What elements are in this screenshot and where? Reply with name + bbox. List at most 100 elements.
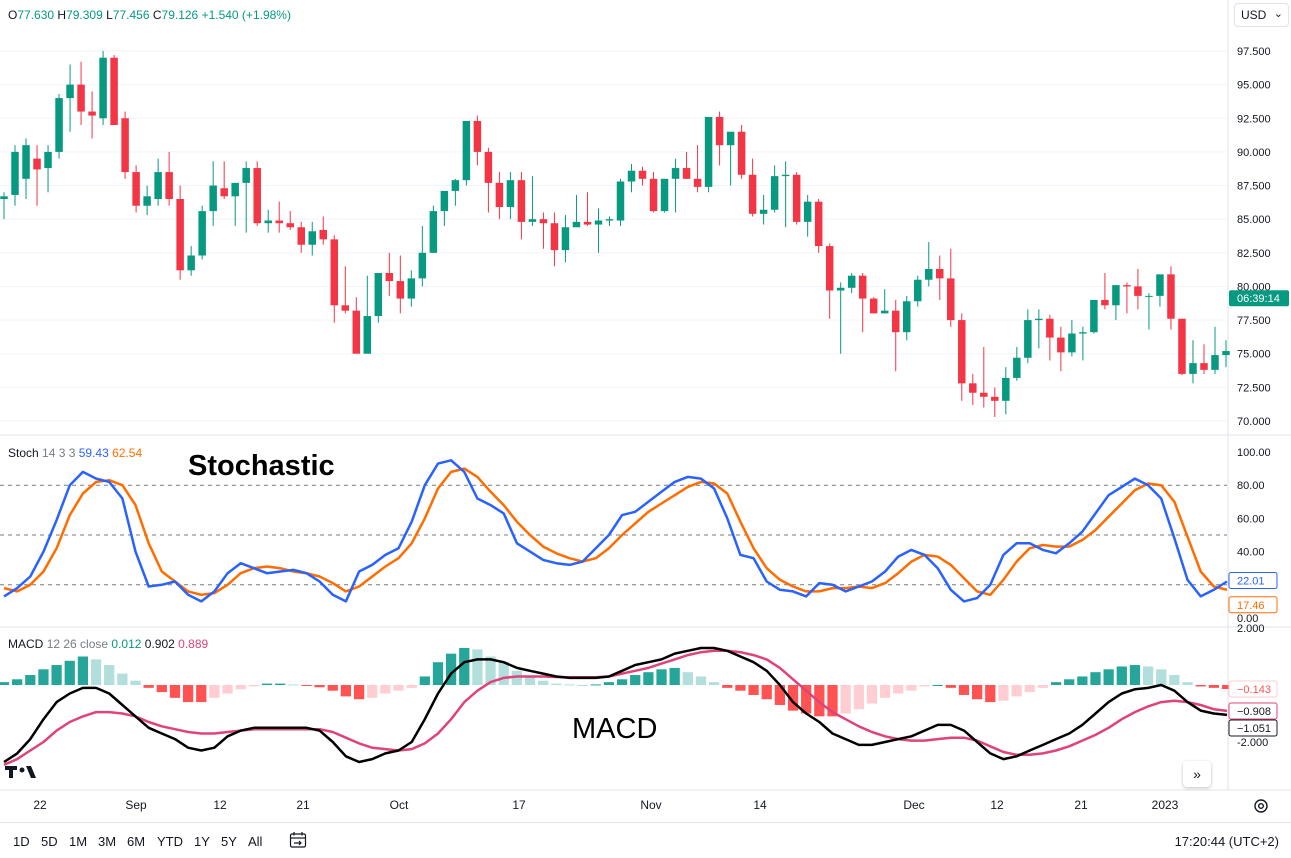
candle-body (958, 320, 966, 384)
candle-body (176, 199, 184, 271)
scroll-to-realtime-button[interactable]: » (1183, 761, 1211, 787)
stoch-k-tag-label: 22.01 (1237, 575, 1265, 587)
stochastic-annotation: Stochastic (188, 450, 335, 482)
range-1y-button[interactable]: 1Y (194, 834, 210, 849)
candle-body (914, 279, 922, 302)
candle-body (319, 229, 328, 240)
macd-histogram-bar (459, 647, 470, 685)
time-axis-label: 21 (1074, 798, 1088, 812)
range-1d-button[interactable]: 1D (13, 834, 30, 849)
macd-histogram-bar (1050, 682, 1062, 685)
macd-histogram-bar (551, 683, 562, 685)
candle-body (198, 211, 206, 256)
candle-body (440, 190, 449, 212)
candle-body (737, 131, 746, 175)
macd-histogram-bar (472, 649, 483, 685)
macd-signal-tag-label: −0.908 (1237, 706, 1271, 718)
double-chevron-right-icon: » (1193, 766, 1201, 782)
stoch-tick-label: 60.00 (1237, 513, 1265, 525)
price-tick-label: 75.000 (1237, 349, 1271, 361)
time-axis-label: 17 (512, 798, 526, 812)
macd-histogram-bar (643, 672, 654, 685)
stoch-d-value: 62.54 (112, 446, 143, 460)
candle-body (253, 168, 261, 224)
macd-histogram-bar (1195, 685, 1206, 687)
candle-body (484, 151, 493, 183)
candle-body (1002, 377, 1010, 401)
candle-body (1178, 318, 1186, 374)
macd-histogram-bar (248, 685, 259, 687)
range-all-button[interactable]: All (248, 834, 263, 849)
macd-histogram-bar (1169, 675, 1180, 685)
macd-histogram-bar (919, 685, 930, 687)
range-1m-button[interactable]: 1M (69, 834, 88, 849)
stoch-tick-label: 100.00 (1237, 447, 1271, 459)
macd-histogram-bar (893, 685, 904, 694)
candle-body (418, 252, 427, 279)
macd-legend[interactable]: MACD 12 26 close 0.012 0.902 0.889 (8, 637, 208, 651)
candle-body (407, 278, 416, 299)
range-5y-button[interactable]: 5Y (221, 834, 237, 849)
gear-icon[interactable] (1252, 797, 1270, 815)
macd-histogram-bar (498, 662, 509, 685)
range-5d-button[interactable]: 5D (41, 834, 58, 849)
candle-body (473, 120, 482, 152)
macd-histogram-bar (827, 685, 838, 717)
currency-select[interactable]: USD ⌄ (1234, 3, 1289, 27)
stoch-legend[interactable]: Stoch 14 3 3 59.43 62.54 (8, 446, 142, 460)
candle-body (0, 196, 8, 199)
macd-histogram-bar (1182, 682, 1193, 685)
macd-histogram-bar (1024, 685, 1035, 693)
candle-body (902, 301, 911, 333)
candle-body (341, 305, 350, 311)
macd-tick-label: -2.000 (1237, 737, 1268, 749)
candle-body (143, 196, 151, 206)
candle-body (154, 172, 162, 199)
candle-body (858, 275, 867, 299)
time-axis-label: Nov (640, 798, 661, 812)
candle-body (385, 273, 394, 282)
price-tick-label: 97.500 (1237, 46, 1271, 58)
candle-body (1123, 285, 1131, 287)
candle-body (980, 392, 988, 397)
range-6m-button[interactable]: 6M (127, 834, 146, 849)
candle-body (528, 219, 537, 222)
candle-body (693, 178, 702, 187)
candle-body (1035, 318, 1043, 321)
candle-body (1134, 286, 1142, 296)
macd-histogram-bar (51, 665, 62, 685)
macd-histogram-bar (261, 683, 273, 685)
macd-histogram-bar (695, 676, 707, 685)
candle-body (1145, 295, 1153, 297)
macd-histogram-bar (182, 685, 194, 703)
range-ytd-button[interactable]: YTD (157, 834, 183, 849)
ohlc-high-value: 79.309 (66, 8, 103, 22)
macd-histogram-bar (787, 685, 799, 711)
candle-body (1068, 333, 1076, 353)
tradingview-logo-icon (5, 766, 36, 778)
stoch-d-tag (1228, 596, 1278, 614)
macd-histogram-bar (327, 685, 338, 691)
candle-body (792, 174, 801, 222)
macd-histogram-bar (564, 684, 575, 686)
candle-body (363, 316, 372, 354)
macd-histogram-bar (801, 685, 812, 714)
macd-line (3, 646, 1228, 764)
candle-body (594, 220, 603, 225)
macd-histogram-bar (432, 662, 444, 685)
macd-params: 12 26 close (46, 637, 109, 651)
stoch-tick-label: 80.00 (1237, 480, 1265, 492)
macd-signal-value: 0.889 (178, 637, 209, 651)
candle-body (947, 278, 955, 321)
calendar-goto-icon[interactable] (289, 831, 307, 849)
macd-histogram-bar (748, 685, 759, 695)
range-3m-button[interactable]: 3M (98, 834, 117, 849)
macd-histogram-bar (25, 675, 36, 685)
candle-body (605, 219, 614, 221)
ohlc-change: +1.540 (+1.98%) (201, 8, 291, 22)
macd-histogram-bar (669, 667, 680, 685)
candle-body (451, 180, 460, 191)
candle-body (1046, 318, 1054, 338)
macd-histogram-bar (1077, 676, 1088, 685)
